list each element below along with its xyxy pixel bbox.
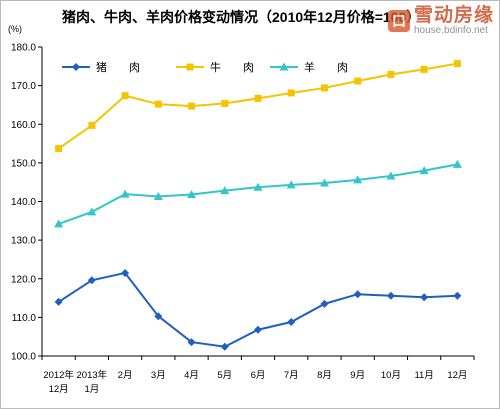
data-point-series-0 [420, 293, 429, 302]
y-tick-label: 110.0 [12, 313, 37, 324]
logo-icon: 口 [387, 10, 410, 33]
data-point-series-2 [353, 175, 363, 184]
data-point-series-2 [87, 207, 97, 216]
series-line-2 [58, 163, 458, 225]
data-point-series-1 [154, 100, 162, 108]
x-tick-label: 6月 [251, 370, 266, 381]
data-point-series-0 [54, 297, 63, 306]
data-point-series-0 [453, 291, 462, 300]
data-point-series-1 [254, 94, 262, 102]
y-tick-label: 150.0 [11, 158, 36, 169]
x-tick-label: 2013年 [77, 369, 108, 381]
chart-title: 猪肉、牛肉、羊肉价格变动情况（2010年12月价格=100） [61, 9, 420, 25]
x-tick-label: 4月 [184, 370, 199, 381]
y-tick-label: 100.0 [11, 352, 36, 363]
data-point-series-2 [419, 166, 429, 175]
data-point-series-2 [253, 182, 263, 191]
data-point-series-0 [154, 312, 163, 321]
series-line-0 [58, 271, 458, 348]
legend-label: 牛 肉 [210, 60, 254, 74]
data-point-series-1 [453, 60, 461, 68]
data-point-series-1 [420, 65, 428, 73]
data-point-series-2 [54, 219, 64, 228]
data-point-series-2 [220, 186, 230, 195]
y-tick-label: 170.0 [11, 81, 36, 92]
data-point-series-1 [320, 84, 328, 92]
data-point-series-1 [55, 145, 63, 153]
data-point-series-0 [121, 268, 130, 277]
x-tick-label: 8月 [317, 370, 332, 381]
x-tick-label: 2012年 [43, 369, 74, 381]
watermark-logo: 口 雪动房缘 house.bdinfo.net [387, 5, 494, 36]
data-point-series-0 [254, 325, 262, 334]
data-point-series-1 [387, 70, 395, 78]
data-point-series-2 [319, 178, 329, 187]
y-tick-label: 180.0 [11, 43, 36, 54]
data-point-series-1 [88, 121, 96, 129]
y-tick-label: 160.0 [11, 120, 36, 131]
legend-label: 羊 肉 [304, 60, 348, 74]
x-tick-label: 3月 [151, 370, 166, 381]
legend-marker [72, 63, 80, 71]
data-point-series-2 [187, 190, 197, 199]
x-tick-label: 12月 [447, 370, 467, 381]
data-point-series-1 [287, 89, 295, 97]
x-tick-label: 1月 [84, 384, 99, 395]
y-tick-label: 130.0 [11, 236, 36, 247]
series-line-1 [58, 62, 458, 150]
data-point-series-0 [386, 291, 395, 300]
x-tick-label: 12月 [49, 384, 69, 395]
legend-marker [279, 62, 289, 71]
y-tick-label: 140.0 [11, 197, 36, 208]
data-point-series-0 [187, 338, 196, 347]
x-tick-label: 10月 [381, 370, 401, 381]
data-point-series-2 [286, 180, 296, 189]
data-point-series-2 [120, 189, 130, 198]
x-tick-label: 5月 [217, 370, 232, 381]
x-tick-label: 9月 [350, 370, 365, 381]
x-tick-label: 2月 [118, 370, 133, 381]
data-point-series-0 [87, 276, 96, 285]
data-point-series-2 [452, 159, 462, 168]
data-point-series-2 [153, 191, 163, 200]
legend-marker [186, 63, 194, 71]
data-point-series-1 [221, 99, 229, 107]
data-point-series-0 [353, 290, 362, 299]
legend-label: 猪 肉 [96, 61, 140, 74]
data-point-series-1 [188, 102, 196, 110]
x-tick-label: 11月 [414, 370, 433, 381]
data-point-series-0 [220, 342, 229, 351]
watermark-url: house.bdinfo.net [413, 24, 488, 36]
y-tick-label: 120.0 [11, 274, 36, 285]
watermark-brand: 雪动房缘 [413, 5, 494, 26]
data-point-series-0 [287, 318, 296, 327]
data-point-series-0 [320, 299, 329, 308]
data-point-series-2 [386, 171, 396, 180]
x-tick-label: 7月 [284, 370, 299, 381]
y-unit-label: (%) [8, 24, 22, 34]
data-point-series-1 [121, 92, 129, 100]
data-point-series-1 [354, 77, 362, 85]
